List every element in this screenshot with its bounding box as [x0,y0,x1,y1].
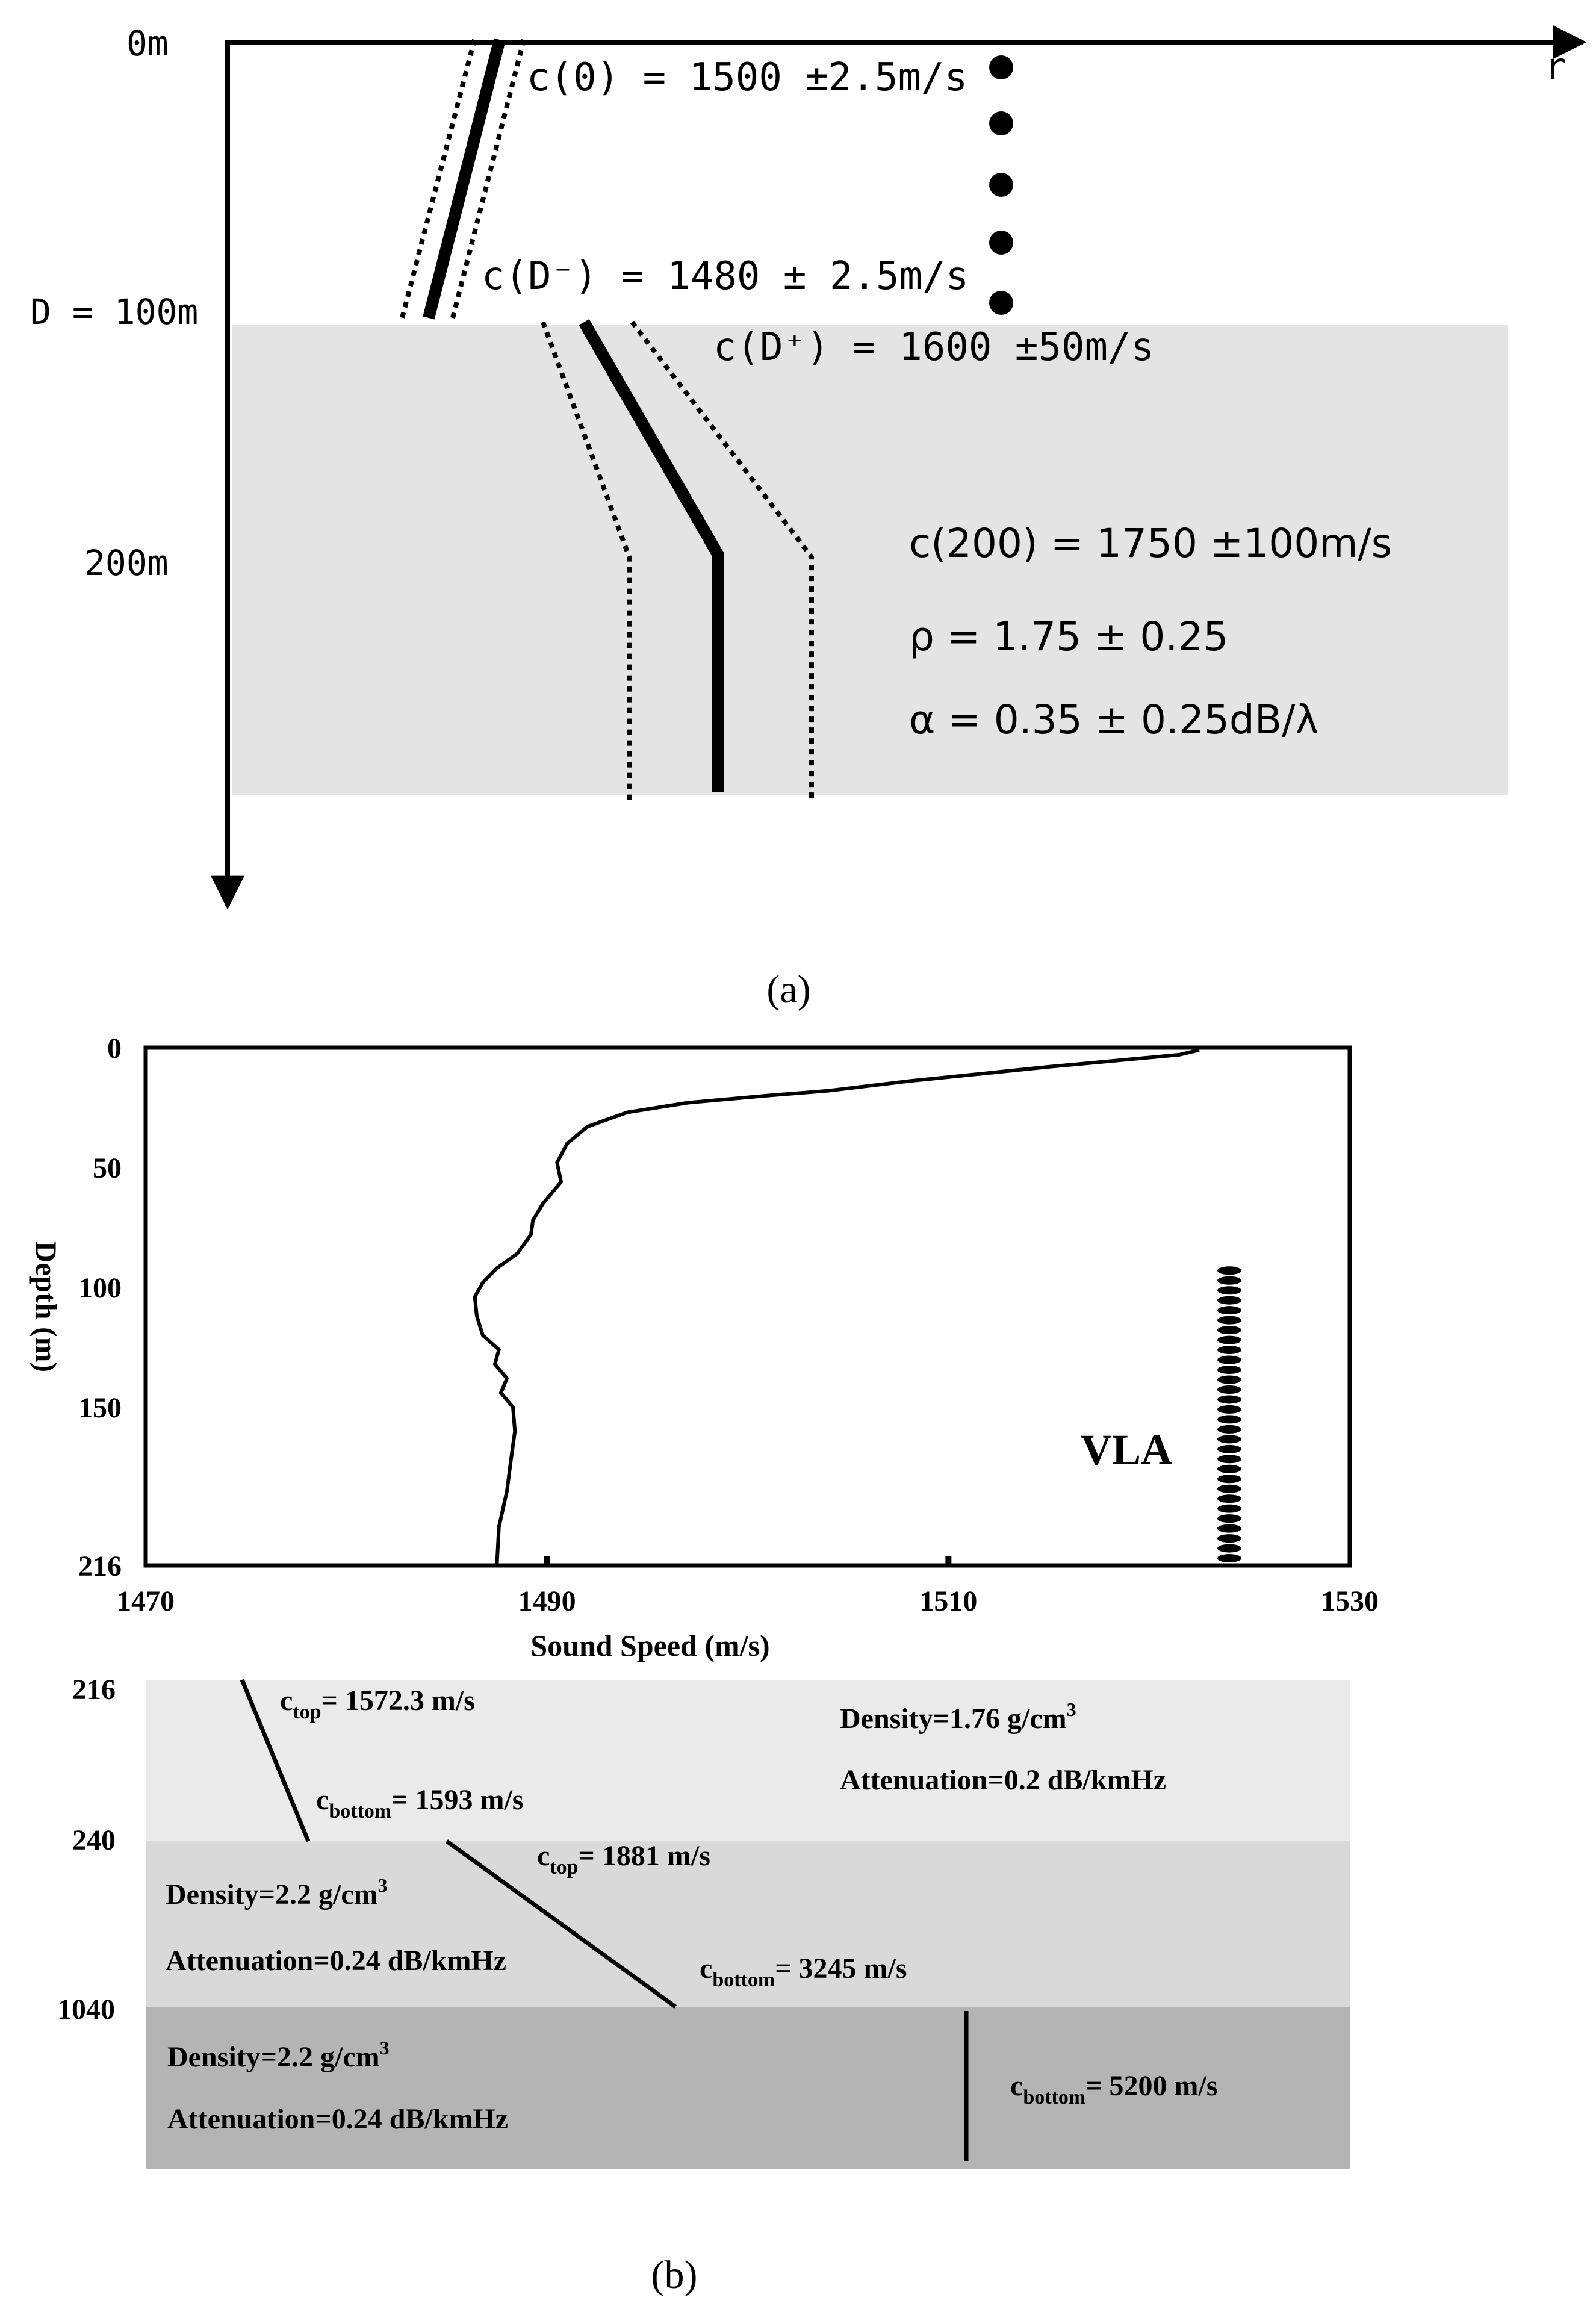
layer1-gradient-line [240,1679,311,1842]
seabed-layer [232,325,1508,795]
basement-layer [146,2007,1350,2169]
water-profile-bound-left [400,39,477,319]
depth-240-label: 240 [72,1824,116,1856]
vla-element [1217,1266,1241,1275]
vla-element [1217,1375,1241,1384]
vla-element [1217,1276,1241,1285]
x-tick-label: 1490 [518,1585,576,1617]
vla-element [1217,1455,1241,1464]
x-tick-label: 1470 [117,1585,175,1617]
receiver-dot [989,55,1013,79]
vla-element [1217,1355,1241,1364]
vla-element [1217,1504,1241,1513]
water-profile-bound-right [450,39,526,319]
vla-element [1217,1286,1241,1295]
vla-element [1217,1296,1241,1305]
sediment-profile-bound-right [630,320,814,801]
vla-element [1217,1484,1241,1493]
vla-element [1217,1425,1241,1434]
vla-element [1217,1405,1241,1414]
c0-label: c(0) = 1500 ±2.5m/s [527,55,967,100]
y-tick-label: 216 [78,1550,122,1582]
range-axis-label: r [1544,45,1567,89]
rho-label: ρ = 1.75 ± 0.25 [909,614,1228,660]
panel-a: r 0m D = 100m 200m c(0) = 1500 ±2.5m/s c… [30,23,1587,1012]
receiver-array [989,55,1013,315]
receiver-dot [989,173,1013,197]
cDminus-label: c(D⁻) = 1480 ± 2.5m/s [482,254,969,299]
x-tick-label: 1510 [919,1585,977,1617]
y-tick-label: 100 [78,1272,122,1304]
vla-element [1217,1316,1241,1325]
layer2-density-label: Density=2.2 g/cm3 [166,1874,388,1910]
depth-216-label: 216 [72,1674,116,1706]
vla-element [1217,1395,1241,1404]
vla-element [1217,1494,1241,1503]
vla-element [1217,1514,1241,1523]
vla-element [1217,1326,1241,1335]
cDplus-label: c(D⁺) = 1600 ±50m/s [713,325,1154,370]
vla-element [1217,1335,1241,1344]
layer3-density-label: Density=2.2 g/cm3 [167,2037,390,2073]
receiver-dot [989,231,1013,255]
sound-speed-profile-line [473,1048,1200,1566]
vla-element [1217,1346,1241,1355]
tick-marks [544,1556,952,1565]
receiver-dot [989,111,1013,135]
vla-element [1217,1464,1241,1473]
y-tick-labels: 0 50 100 150 216 [78,1033,122,1582]
y-axis-label: Depth (m) [29,1241,63,1372]
water-profile-mean [423,38,506,320]
plot-frame [143,1045,1352,1568]
x-tick-labels: 1470 1490 1510 1530 [117,1585,1379,1617]
vla-element [1217,1385,1241,1394]
vla-element [1217,1435,1241,1444]
vla-element [1217,1475,1241,1484]
depth-0-label: 0m [126,23,169,64]
layer1-attenuation-label: Attenuation=0.2 dB/kmHz [840,1764,1166,1796]
sediment-layer-1 [146,1680,1350,1841]
vla-label: VLA [1081,1426,1172,1474]
depth-200-label: 200m [84,542,169,583]
vla-element [1217,1444,1241,1453]
sediment-profile-mean [579,319,724,792]
vla-array [1217,1266,1241,1563]
depth-D-label: D = 100m [30,291,198,332]
caption-a: (a) [766,968,810,1012]
vla-element [1217,1415,1241,1424]
vla-element [1217,1544,1241,1553]
depth-1040-label: 1040 [57,1994,115,2025]
layer1-density-label: Density=1.76 g/cm3 [840,1698,1076,1735]
vla-element [1217,1366,1241,1375]
caption-b: (b) [651,2253,698,2297]
y-tick-label: 150 [78,1392,122,1424]
layer2-gradient-line [445,1839,677,2009]
vla-element [1217,1554,1241,1563]
receiver-dot [989,291,1013,315]
alpha-label: α = 0.35 ± 0.25dB/λ [909,697,1318,743]
layer3-attenuation-label: Attenuation=0.24 dB/kmHz [167,2103,508,2135]
x-tick-label: 1530 [1321,1585,1379,1617]
vla-element [1217,1524,1241,1533]
vla-element [1217,1534,1241,1543]
sediment-layer-2 [146,1841,1350,2007]
sediment-profile-bound-left [541,321,632,801]
c200-label: c(200) = 1750 ±100m/s [909,520,1392,567]
y-tick-label: 0 [107,1033,122,1064]
x-axis-label: Sound Speed (m/s) [530,1629,769,1662]
layer2-attenuation-label: Attenuation=0.24 dB/kmHz [166,1945,506,1977]
vla-element [1217,1306,1241,1315]
y-tick-label: 50 [93,1152,122,1184]
